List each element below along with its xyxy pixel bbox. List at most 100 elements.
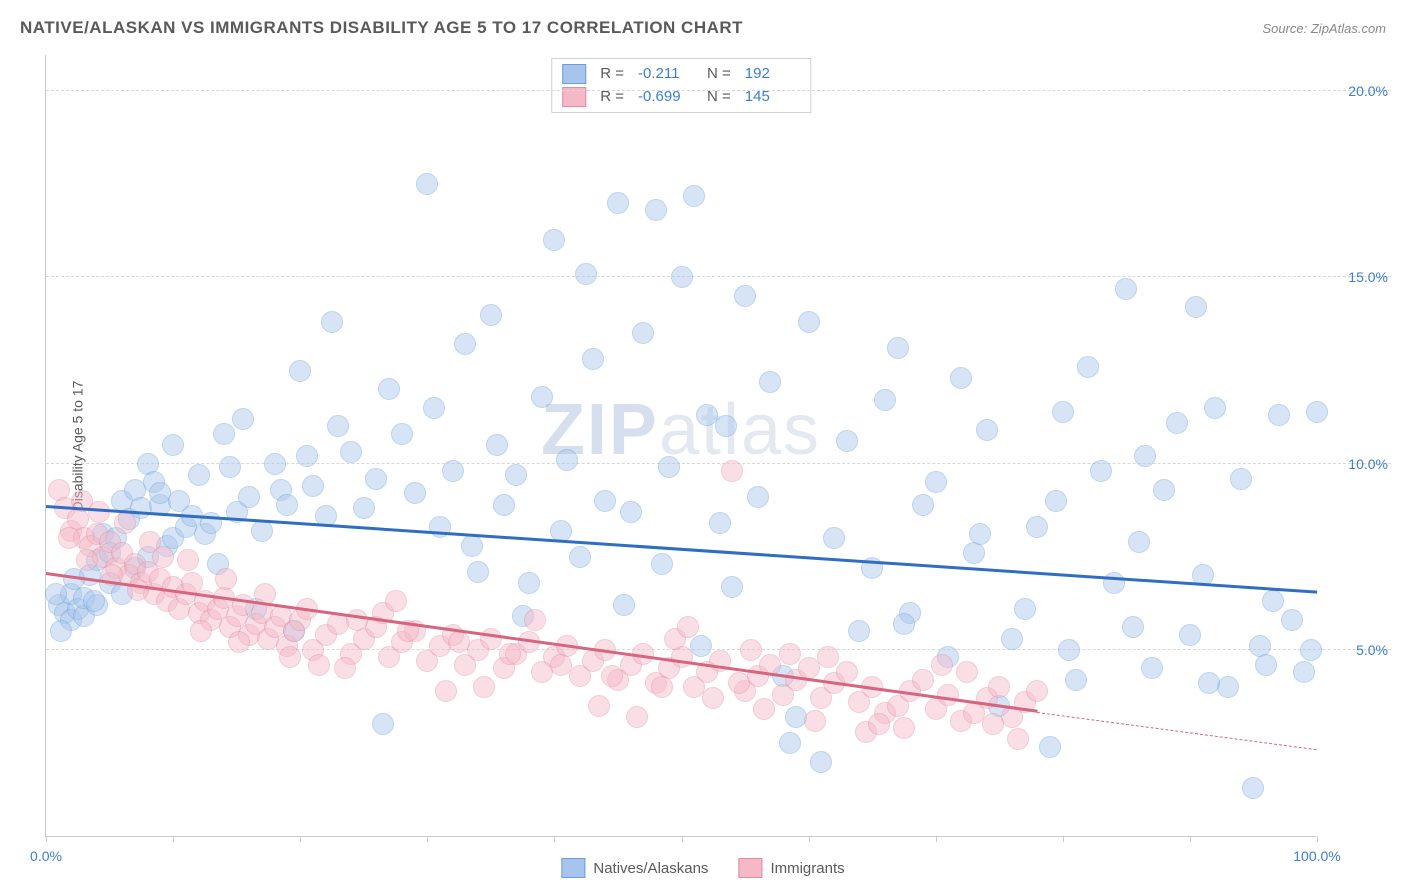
- data-point: [963, 542, 985, 564]
- data-point: [912, 669, 934, 691]
- data-point: [1065, 669, 1087, 691]
- data-point: [279, 646, 301, 668]
- data-point: [950, 367, 972, 389]
- data-point: [810, 751, 832, 773]
- data-point: [836, 430, 858, 452]
- data-point: [1281, 609, 1303, 631]
- data-point: [346, 609, 368, 631]
- data-point: [448, 631, 470, 653]
- data-point: [1179, 624, 1201, 646]
- x-tick: [936, 836, 937, 842]
- legend-swatch: [561, 858, 585, 878]
- data-point: [340, 441, 362, 463]
- data-point: [779, 643, 801, 665]
- data-point: [677, 616, 699, 638]
- data-point: [607, 192, 629, 214]
- data-point: [190, 620, 212, 642]
- data-point: [238, 486, 260, 508]
- data-point: [582, 348, 604, 370]
- data-point: [651, 676, 673, 698]
- data-point: [613, 594, 635, 616]
- data-point: [308, 654, 330, 676]
- data-point: [76, 549, 98, 571]
- data-point: [798, 311, 820, 333]
- chart-title: NATIVE/ALASKAN VS IMMIGRANTS DISABILITY …: [20, 18, 743, 38]
- data-point: [416, 173, 438, 195]
- data-point: [690, 635, 712, 657]
- data-point: [327, 415, 349, 437]
- stat-r-label: R =: [596, 86, 628, 109]
- data-point: [442, 460, 464, 482]
- data-point: [1026, 516, 1048, 538]
- data-point: [1306, 401, 1328, 423]
- data-point: [823, 527, 845, 549]
- data-point: [1039, 736, 1061, 758]
- stat-n-value: 192: [745, 63, 800, 86]
- stats-row: R =-0.211N =192: [562, 63, 800, 86]
- data-point: [114, 512, 136, 534]
- data-point: [480, 304, 502, 326]
- data-point: [753, 698, 775, 720]
- data-point: [188, 464, 210, 486]
- data-point: [454, 333, 476, 355]
- y-tick-label: 10.0%: [1348, 456, 1388, 472]
- data-point: [969, 523, 991, 545]
- data-point: [848, 620, 870, 642]
- watermark: ZIPatlas: [541, 389, 821, 471]
- data-point: [575, 263, 597, 285]
- data-point: [365, 468, 387, 490]
- trend-line: [1037, 712, 1317, 750]
- data-point: [937, 684, 959, 706]
- x-tick: [1190, 836, 1191, 842]
- data-point: [988, 676, 1010, 698]
- data-point: [232, 408, 254, 430]
- data-point: [58, 527, 80, 549]
- series-swatch: [562, 64, 586, 84]
- data-point: [740, 639, 762, 661]
- data-point: [45, 583, 67, 605]
- data-point: [83, 590, 105, 612]
- legend-swatch: [738, 858, 762, 878]
- data-point: [868, 713, 890, 735]
- data-point: [976, 419, 998, 441]
- data-point: [715, 415, 737, 437]
- data-point: [702, 687, 724, 709]
- data-point: [1090, 460, 1112, 482]
- data-point: [956, 661, 978, 683]
- data-point: [391, 423, 413, 445]
- data-point: [321, 311, 343, 333]
- data-point: [1217, 676, 1239, 698]
- data-point: [626, 706, 648, 728]
- chart-legend: Natives/AlaskansImmigrants: [561, 858, 844, 878]
- x-tick: [46, 836, 47, 842]
- data-point: [1166, 412, 1188, 434]
- scatter-chart: ZIPatlas R =-0.211N =192R =-0.699N =145 …: [45, 55, 1316, 837]
- data-point: [1026, 680, 1048, 702]
- data-point: [518, 572, 540, 594]
- data-point: [152, 546, 174, 568]
- data-point: [404, 482, 426, 504]
- data-point: [1242, 777, 1264, 799]
- data-point: [759, 371, 781, 393]
- source-attribution: Source: ZipAtlas.com: [1262, 21, 1386, 36]
- x-tick: [682, 836, 683, 842]
- data-point: [177, 549, 199, 571]
- data-point: [296, 445, 318, 467]
- data-point: [982, 713, 1004, 735]
- trend-line: [46, 572, 1038, 713]
- data-point: [1007, 728, 1029, 750]
- data-point: [1255, 654, 1277, 676]
- data-point: [228, 631, 250, 653]
- data-point: [874, 389, 896, 411]
- data-point: [289, 360, 311, 382]
- data-point: [569, 546, 591, 568]
- data-point: [1293, 661, 1315, 683]
- x-tick: [554, 836, 555, 842]
- data-point: [378, 378, 400, 400]
- data-point: [912, 494, 934, 516]
- gridline: [46, 90, 1391, 91]
- data-point: [925, 471, 947, 493]
- data-point: [372, 713, 394, 735]
- data-point: [473, 676, 495, 698]
- data-point: [1115, 278, 1137, 300]
